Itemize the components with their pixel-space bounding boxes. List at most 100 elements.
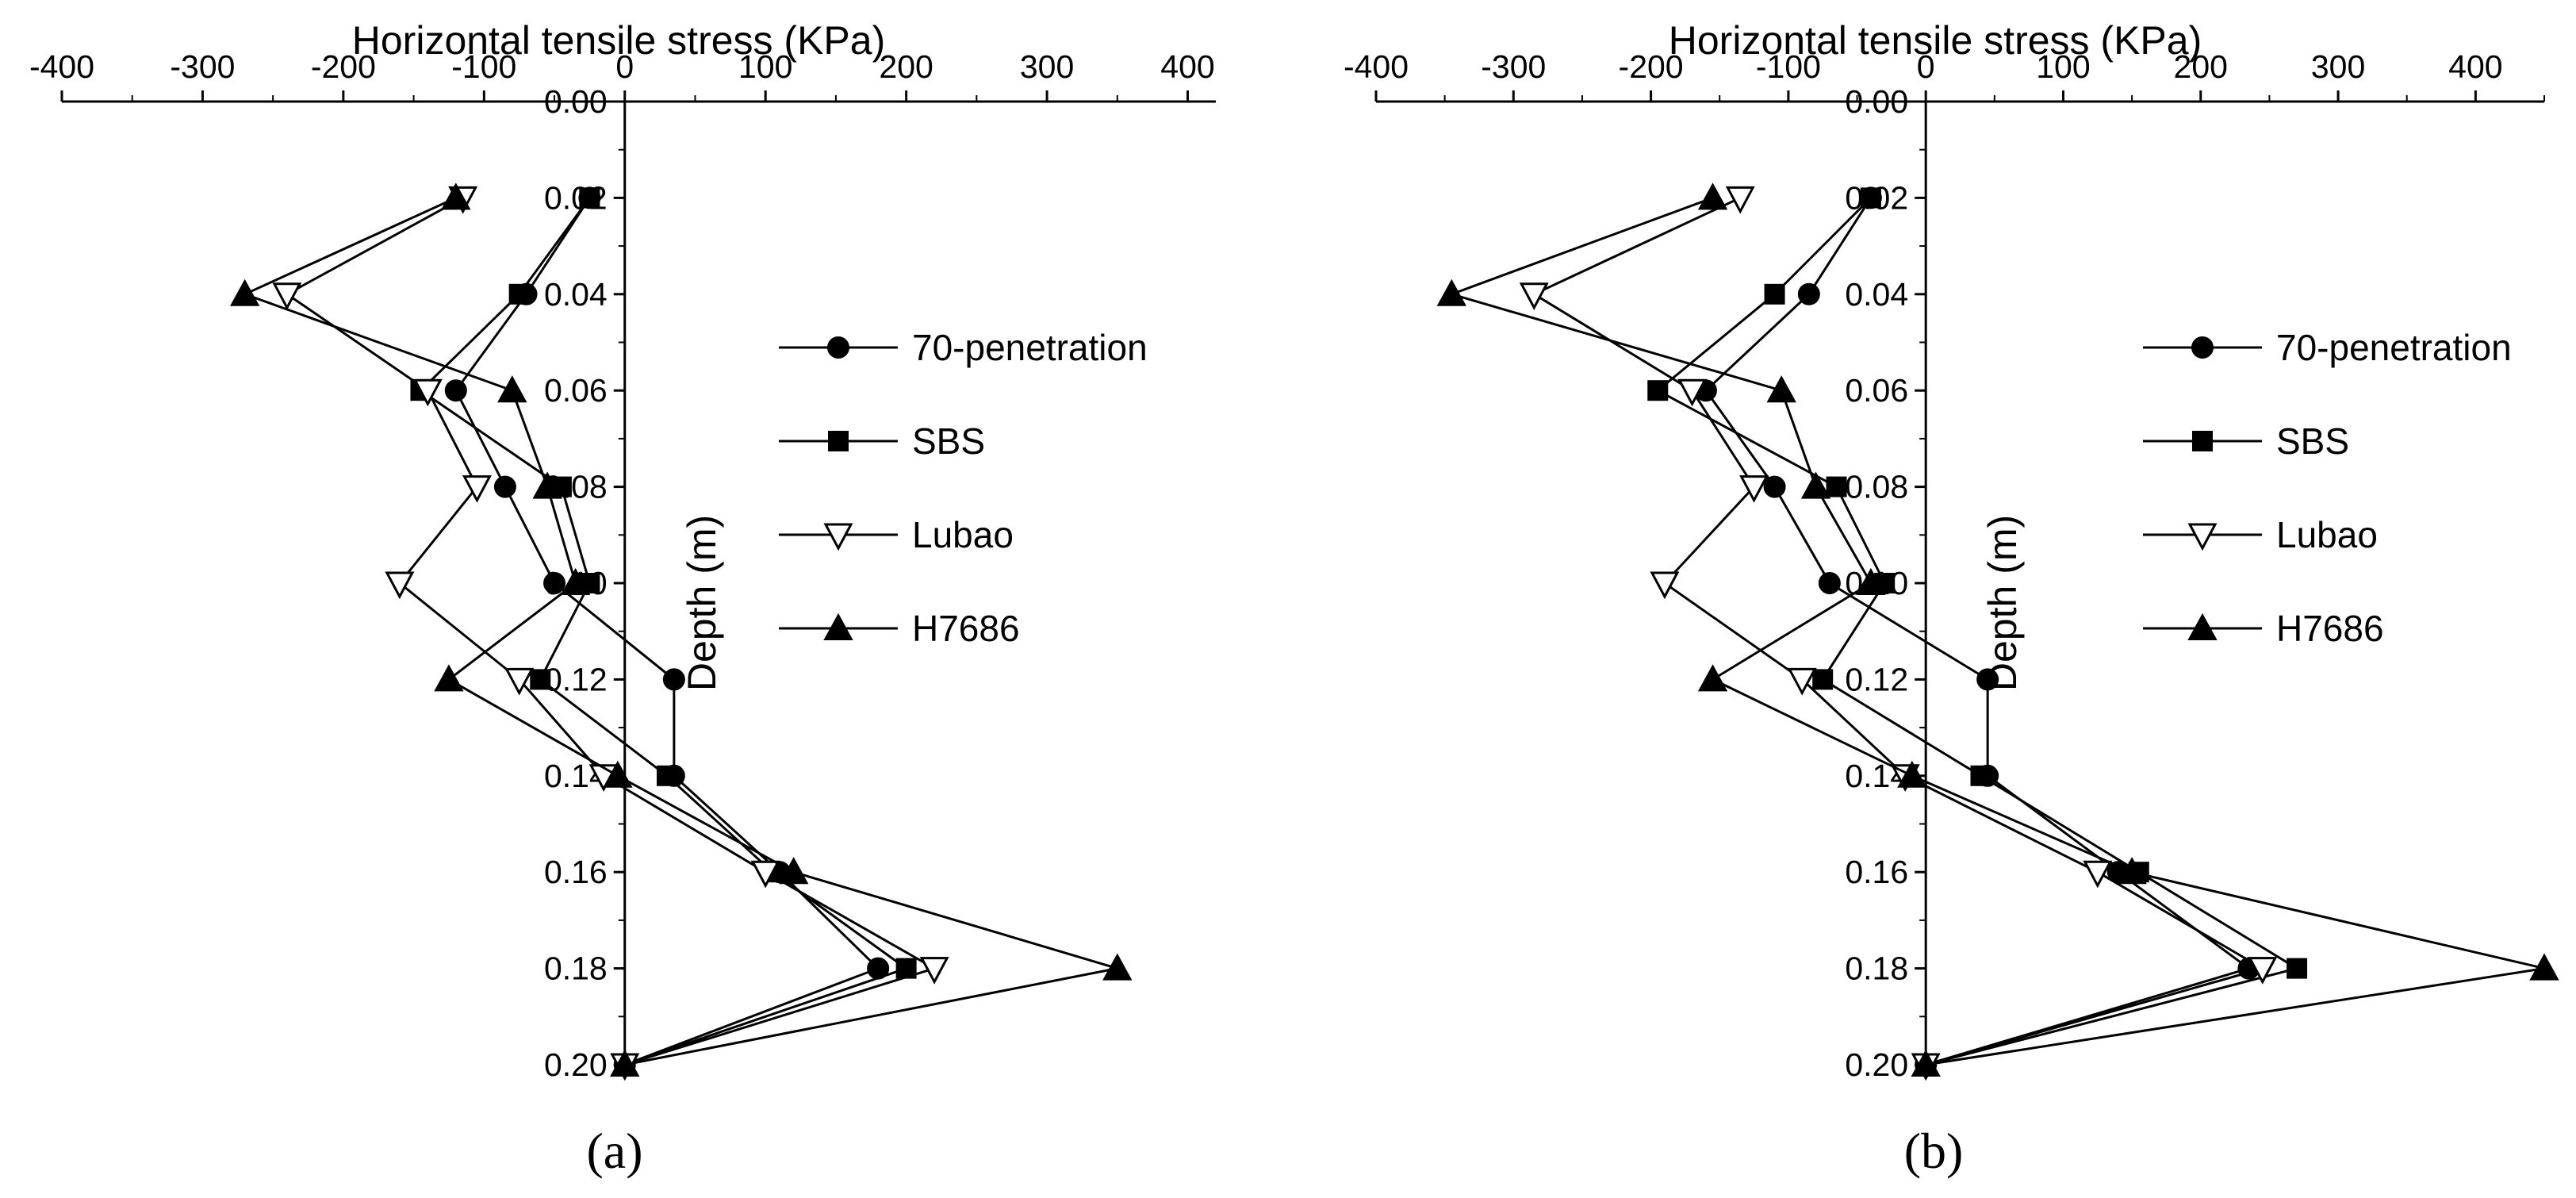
legend-item-70-penetration: 70-penetration — [2143, 327, 2512, 368]
data-point-h7686 — [778, 857, 809, 885]
data-point-70-penetration — [1763, 475, 1786, 498]
data-point-70-penetration — [543, 572, 566, 594]
x-tick-label: 200 — [2174, 48, 2228, 85]
chart-panel-b: Horizontal tensile stress (KPa) -400 -300… — [1344, 18, 2559, 1179]
data-point-h7686 — [1102, 953, 1133, 981]
legend-marker — [823, 612, 853, 640]
legend-label: 70-penetration — [2276, 327, 2512, 368]
data-point-lubao — [412, 378, 443, 407]
legend-item-sbs: SBS — [2143, 420, 2349, 462]
panel-label: (a) — [586, 1123, 642, 1179]
data-point-h7686 — [2117, 857, 2147, 885]
data-point-sbs — [579, 187, 600, 209]
data-point-h7686 — [497, 375, 527, 403]
data-point-lubao — [750, 860, 780, 889]
legend: 70-penetration SBS Lubao H7686 — [779, 327, 1148, 649]
data-point-lubao — [1650, 571, 1680, 600]
data-point-lubao — [1677, 378, 1708, 407]
x-axis-title: Horizontal tensile stress (KPa) — [352, 18, 885, 63]
legend-item-70-penetration: 70-penetration — [779, 327, 1148, 368]
y-tick-label: 0.18 — [544, 950, 608, 987]
series-layer — [1436, 182, 2559, 1081]
y-tick-label: 0.08 — [1845, 469, 1908, 505]
data-point-sbs — [1970, 765, 1991, 786]
data-point-h7686 — [1911, 1049, 1941, 1077]
data-point-lubao — [1725, 186, 1755, 214]
x-tick-label: 400 — [1160, 48, 1214, 85]
chart-panel-a: Horizontal tensile stress (KPa) -400 -300… — [29, 18, 1216, 1179]
series-h7686 — [229, 182, 1133, 1077]
x-tick-label: -200 — [1619, 48, 1684, 85]
x-ticks: -400 -300 -200 -100 0 100 200 300 400 — [1344, 48, 2545, 102]
data-point-70-penetration — [444, 379, 467, 402]
y-tick-label: 0.12 — [544, 661, 608, 697]
data-point-h7686 — [2529, 953, 2559, 981]
legend-item-lubao: Lubao — [2143, 514, 2378, 555]
y-tick-label: 0.18 — [1845, 950, 1908, 987]
data-point-h7686 — [229, 278, 260, 306]
data-point-lubao — [2083, 860, 2113, 889]
legend-item-sbs: SBS — [779, 420, 985, 462]
data-point-70-penetration — [1976, 668, 1999, 691]
data-point-sbs — [1826, 476, 1847, 497]
series-layer — [229, 182, 1133, 1081]
x-tick-label: -100 — [1756, 48, 1821, 85]
data-point-h7686 — [1697, 664, 1728, 692]
series-line-h7686 — [1447, 196, 2545, 1066]
legend-marker — [828, 431, 849, 451]
data-point-sbs — [1647, 380, 1669, 401]
legend-marker — [2191, 336, 2214, 359]
legend-marker — [2187, 523, 2218, 551]
x-tick-label: -300 — [170, 48, 235, 85]
data-point-70-penetration — [493, 475, 516, 498]
x-axis-title: Horizontal tensile stress (KPa) — [1669, 18, 2202, 63]
series-h7686 — [1436, 182, 2559, 1077]
y-axis-title: Depth (m) — [680, 515, 724, 691]
data-point-sbs — [508, 283, 530, 305]
series-line-sbs — [1655, 197, 2300, 1066]
data-point-h7686 — [1897, 760, 1927, 788]
data-point-h7686 — [1766, 375, 1796, 403]
legend-label: Lubao — [912, 514, 1014, 555]
legend-label: H7686 — [2276, 608, 2384, 649]
data-point-sbs — [1764, 283, 1785, 305]
x-tick-label: -200 — [311, 48, 376, 85]
y-tick-label: 0.04 — [1845, 276, 1908, 313]
y-tick-label: 0.06 — [544, 372, 608, 409]
data-point-h7686 — [603, 760, 633, 788]
data-point-sbs — [530, 669, 551, 690]
x-ticks: -400 -300 -200 -100 0 100 200 300 400 — [29, 48, 1215, 102]
y-tick-label: 0.20 — [1845, 1046, 1908, 1083]
legend-marker — [2187, 612, 2218, 640]
panel-label: (b) — [1904, 1123, 1964, 1179]
legend-marker — [2192, 431, 2213, 451]
data-point-lubao — [462, 475, 492, 503]
x-tick-label: 200 — [879, 48, 933, 85]
x-tick-label: 400 — [2448, 48, 2502, 85]
series-line-70-penetration — [454, 197, 880, 1066]
y-ticks: 0.000.020.040.060.080.100.120.140.160.18… — [1845, 83, 1926, 1083]
data-point-lubao — [504, 667, 535, 696]
data-point-h7686 — [1856, 567, 1886, 595]
data-point-lubao — [2248, 957, 2278, 985]
series-line-h7686 — [241, 197, 1118, 1066]
x-tick-label: 0 — [615, 48, 634, 85]
series-line-lubao — [285, 197, 937, 1066]
data-point-lubao — [1739, 475, 1769, 503]
data-point-sbs — [656, 765, 677, 786]
y-axis-title: Depth (m) — [1980, 515, 2025, 691]
x-tick-label: 100 — [738, 48, 792, 85]
legend-label: SBS — [912, 420, 985, 462]
legend-item-h7686: H7686 — [2143, 608, 2384, 649]
data-point-h7686 — [610, 1049, 640, 1077]
legend-item-h7686: H7686 — [779, 608, 1020, 649]
series-line-sbs — [419, 197, 909, 1066]
x-tick-label: -400 — [29, 48, 94, 85]
y-tick-label: 0.16 — [1845, 854, 1908, 890]
x-tick-label: -300 — [1481, 48, 1546, 85]
legend-label: H7686 — [912, 608, 1020, 649]
x-tick-label: -400 — [1344, 48, 1409, 85]
legend-marker — [827, 336, 849, 359]
x-tick-label: 100 — [2036, 48, 2090, 85]
